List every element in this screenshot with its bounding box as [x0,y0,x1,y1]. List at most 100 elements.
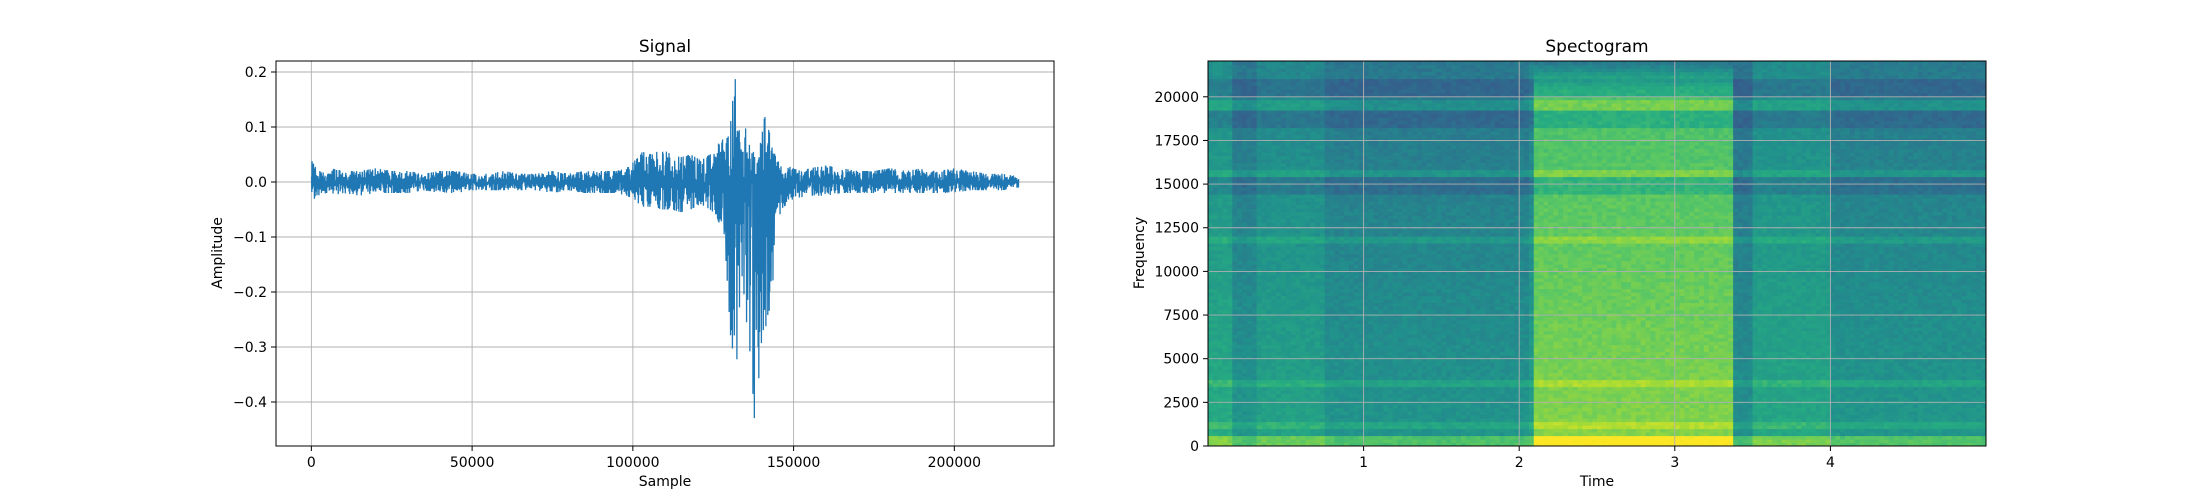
spectrogram-cell [1256,264,1263,269]
spectrogram-cell [1363,155,1370,160]
spectrogram-cell [1212,435,1219,440]
spectrogram-cell [1412,365,1418,370]
spectrogram-cell [1222,61,1229,66]
spectrogram-cell [1295,106,1301,111]
spectrogram-cell [1295,61,1301,66]
spectrogram-cell [1232,327,1238,332]
spectrogram-cell [1383,187,1389,192]
spectrogram-cell [1242,243,1248,248]
spectrogram-cell [1310,369,1316,374]
spectrogram-cell [1324,106,1331,111]
spectrogram-cell [1373,362,1379,367]
spectrogram-cell [1339,232,1345,237]
spectrogram-cell [1280,421,1287,426]
spectrogram-cell [1329,169,1336,174]
spectrogram-cell [1227,103,1233,108]
spectrogram-cell [1208,432,1214,437]
spectrogram-cell [1397,120,1404,125]
spectrogram-cell [1212,316,1219,321]
spectrogram-cell [1251,278,1258,283]
spectrogram-cell [1378,180,1384,185]
spectrogram-cell [1412,169,1418,174]
spectrogram-cell [1329,288,1336,293]
spectrogram-cell [1237,281,1243,286]
spectrogram-cell [1222,141,1229,146]
spectrogram-cell [1417,365,1423,370]
spectrogram-cell [1383,176,1389,181]
spectrogram-cell [1280,190,1287,195]
spectrogram-cell [1261,176,1267,181]
spectrogram-cell [1271,435,1277,440]
spectrogram-cell [1276,110,1282,115]
spectrogram-cell [1256,215,1263,220]
spectrogram-cell [1373,243,1379,248]
spectrogram-cell [1324,194,1331,199]
spectrogram-cell [1310,418,1316,423]
spectrogram-cell [1363,211,1370,216]
spectrogram-cell [1266,369,1272,374]
spectrogram-cell [1324,404,1331,409]
spectrogram-cell [1266,355,1272,360]
spectrogram-cell [1378,159,1384,164]
spectrogram-cell [1344,323,1350,328]
spectrogram-cell [1237,236,1243,241]
spectrogram-cell [1208,421,1214,426]
spectrogram-cell [1251,131,1258,136]
spectrogram-cell [1387,110,1394,115]
spectrogram-cell [1276,61,1282,66]
spectrogram-cell [1373,442,1379,446]
spectrogram-cell [1314,148,1321,153]
spectrogram-cell [1232,369,1238,374]
spectrogram-cell [1339,299,1345,304]
spectrogram-cell [1222,421,1229,426]
spectrogram-cell [1339,162,1345,167]
spectrogram-cell [1417,169,1423,174]
spectrogram-cell [1276,197,1282,202]
spectrogram-cell [1329,278,1336,283]
spectrogram-cell [1387,278,1394,283]
spectrogram-cell [1261,264,1267,269]
spectrogram-cell [1392,152,1399,157]
spectrogram-cell [1329,96,1336,101]
spectrogram-cell [1227,75,1233,80]
spectrogram-cell [1256,89,1263,94]
spectrogram-cell [1261,243,1267,248]
spectrogram-cell [1261,127,1267,132]
spectrogram-cell [1324,407,1331,412]
spectrogram-cell [1397,334,1404,339]
spectrogram-cell [1373,75,1379,80]
spectrogram-cell [1222,302,1229,307]
spectrogram-cell [1353,390,1360,395]
spectrogram-cell [1417,152,1423,157]
spectrogram-cell [1319,414,1326,419]
spectrogram-cell [1232,253,1238,258]
spectrogram-cell [1363,134,1370,139]
spectrogram-cell [1285,365,1292,370]
spectrogram-cell [1285,278,1292,283]
spectrogram-cell [1421,222,1428,227]
spectrogram-cell [1227,278,1233,283]
spectrogram-cell [1319,208,1326,213]
spectrogram-cell [1276,383,1282,388]
spectrogram-cell [1349,285,1355,290]
spectrogram-cell [1217,155,1224,160]
spectrogram-cell [1276,117,1282,122]
spectrogram-cell [1358,442,1365,446]
spectrogram-cell [1300,180,1306,185]
spectrogram-cell [1305,264,1311,269]
spectrogram-cell [1261,152,1267,157]
spectrogram-cell [1324,253,1331,258]
spectrogram-cell [1222,260,1229,265]
spectrogram-cell [1373,166,1379,171]
spectrogram-cell [1319,404,1326,409]
spectrogram-cell [1329,257,1336,262]
spectrogram-cell [1412,120,1418,125]
spectrogram-cell [1305,337,1311,342]
spectrogram-cell [1383,435,1389,440]
spectrogram-cell [1314,414,1321,419]
spectrogram-cell [1266,260,1272,265]
spectrogram-cell [1358,330,1365,335]
spectrogram-cell [1290,103,1297,108]
spectrogram-cell [1227,432,1233,437]
spectrogram-cell [1358,351,1365,356]
